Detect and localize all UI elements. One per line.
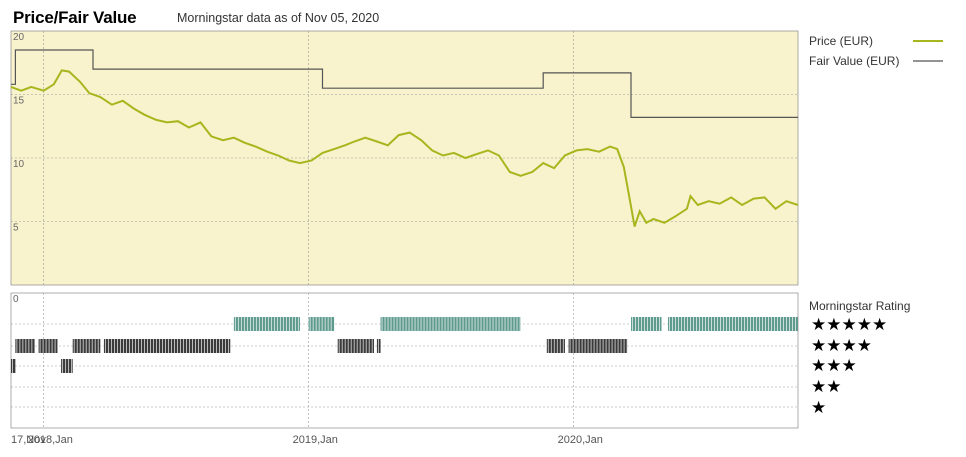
rating-band-5-star [380, 317, 521, 331]
rating-band-5-star [668, 317, 798, 331]
rating-band-4-star [103, 339, 231, 353]
legend-rating-title: Morningstar Rating [809, 299, 910, 313]
rating-band-5-star [631, 317, 662, 331]
rating-band-4-star [546, 339, 565, 353]
rating-band-4-star [568, 339, 628, 353]
y-tick-label: 5 [13, 223, 19, 234]
rating-band-4-star [376, 339, 381, 353]
rating-star-legend: ★★★★★★★★★★★★★★★ [811, 315, 887, 418]
rating-stars-3: ★★★ [811, 356, 857, 376]
x-tick-label: 2020,Jan [558, 434, 603, 446]
rating-stars-1: ★ [811, 398, 826, 418]
fair-value-line [11, 49, 798, 118]
x-tick-label: 2019,Jan [293, 434, 338, 446]
y-tick-label: 10 [13, 159, 25, 170]
data-as-of-label: Morningstar data as of Nov 05, 2020 [177, 11, 380, 25]
legend-fair-value-label: Fair Value (EUR) [809, 54, 899, 68]
y-tick-label: 15 [13, 96, 25, 107]
y-tick-label: 20 [13, 32, 25, 43]
price-y-axis: 20 15 10 5 [13, 32, 25, 234]
rating-band-5-star [308, 317, 335, 331]
x-tick-label: 2018,Jan [28, 434, 73, 446]
rating-panel [10, 292, 799, 429]
legend: Price (EUR) Fair Value (EUR) Morningstar… [809, 34, 943, 313]
rating-band-3-star [61, 359, 73, 373]
price-line [10, 69, 799, 227]
legend-price-label: Price (EUR) [809, 34, 873, 48]
rating-band-3-star [11, 359, 16, 373]
rating-stars-5: ★★★★★ [811, 315, 887, 335]
rating-band-4-star [337, 339, 375, 353]
page-title: Price/Fair Value [13, 8, 137, 27]
rating-bands [11, 317, 798, 373]
x-tick-label: 17,Nov [11, 434, 46, 446]
rating-band-4-star [38, 339, 58, 353]
rating-panel-y-label: 0 [13, 294, 19, 305]
rating-stars-2: ★★ [811, 377, 841, 397]
price-gridlines [11, 31, 798, 285]
rating-stars-4: ★★★★ [811, 336, 872, 356]
rating-band-5-star [233, 317, 300, 331]
rating-band-4-star [15, 339, 36, 353]
rating-band-4-star [72, 339, 101, 353]
